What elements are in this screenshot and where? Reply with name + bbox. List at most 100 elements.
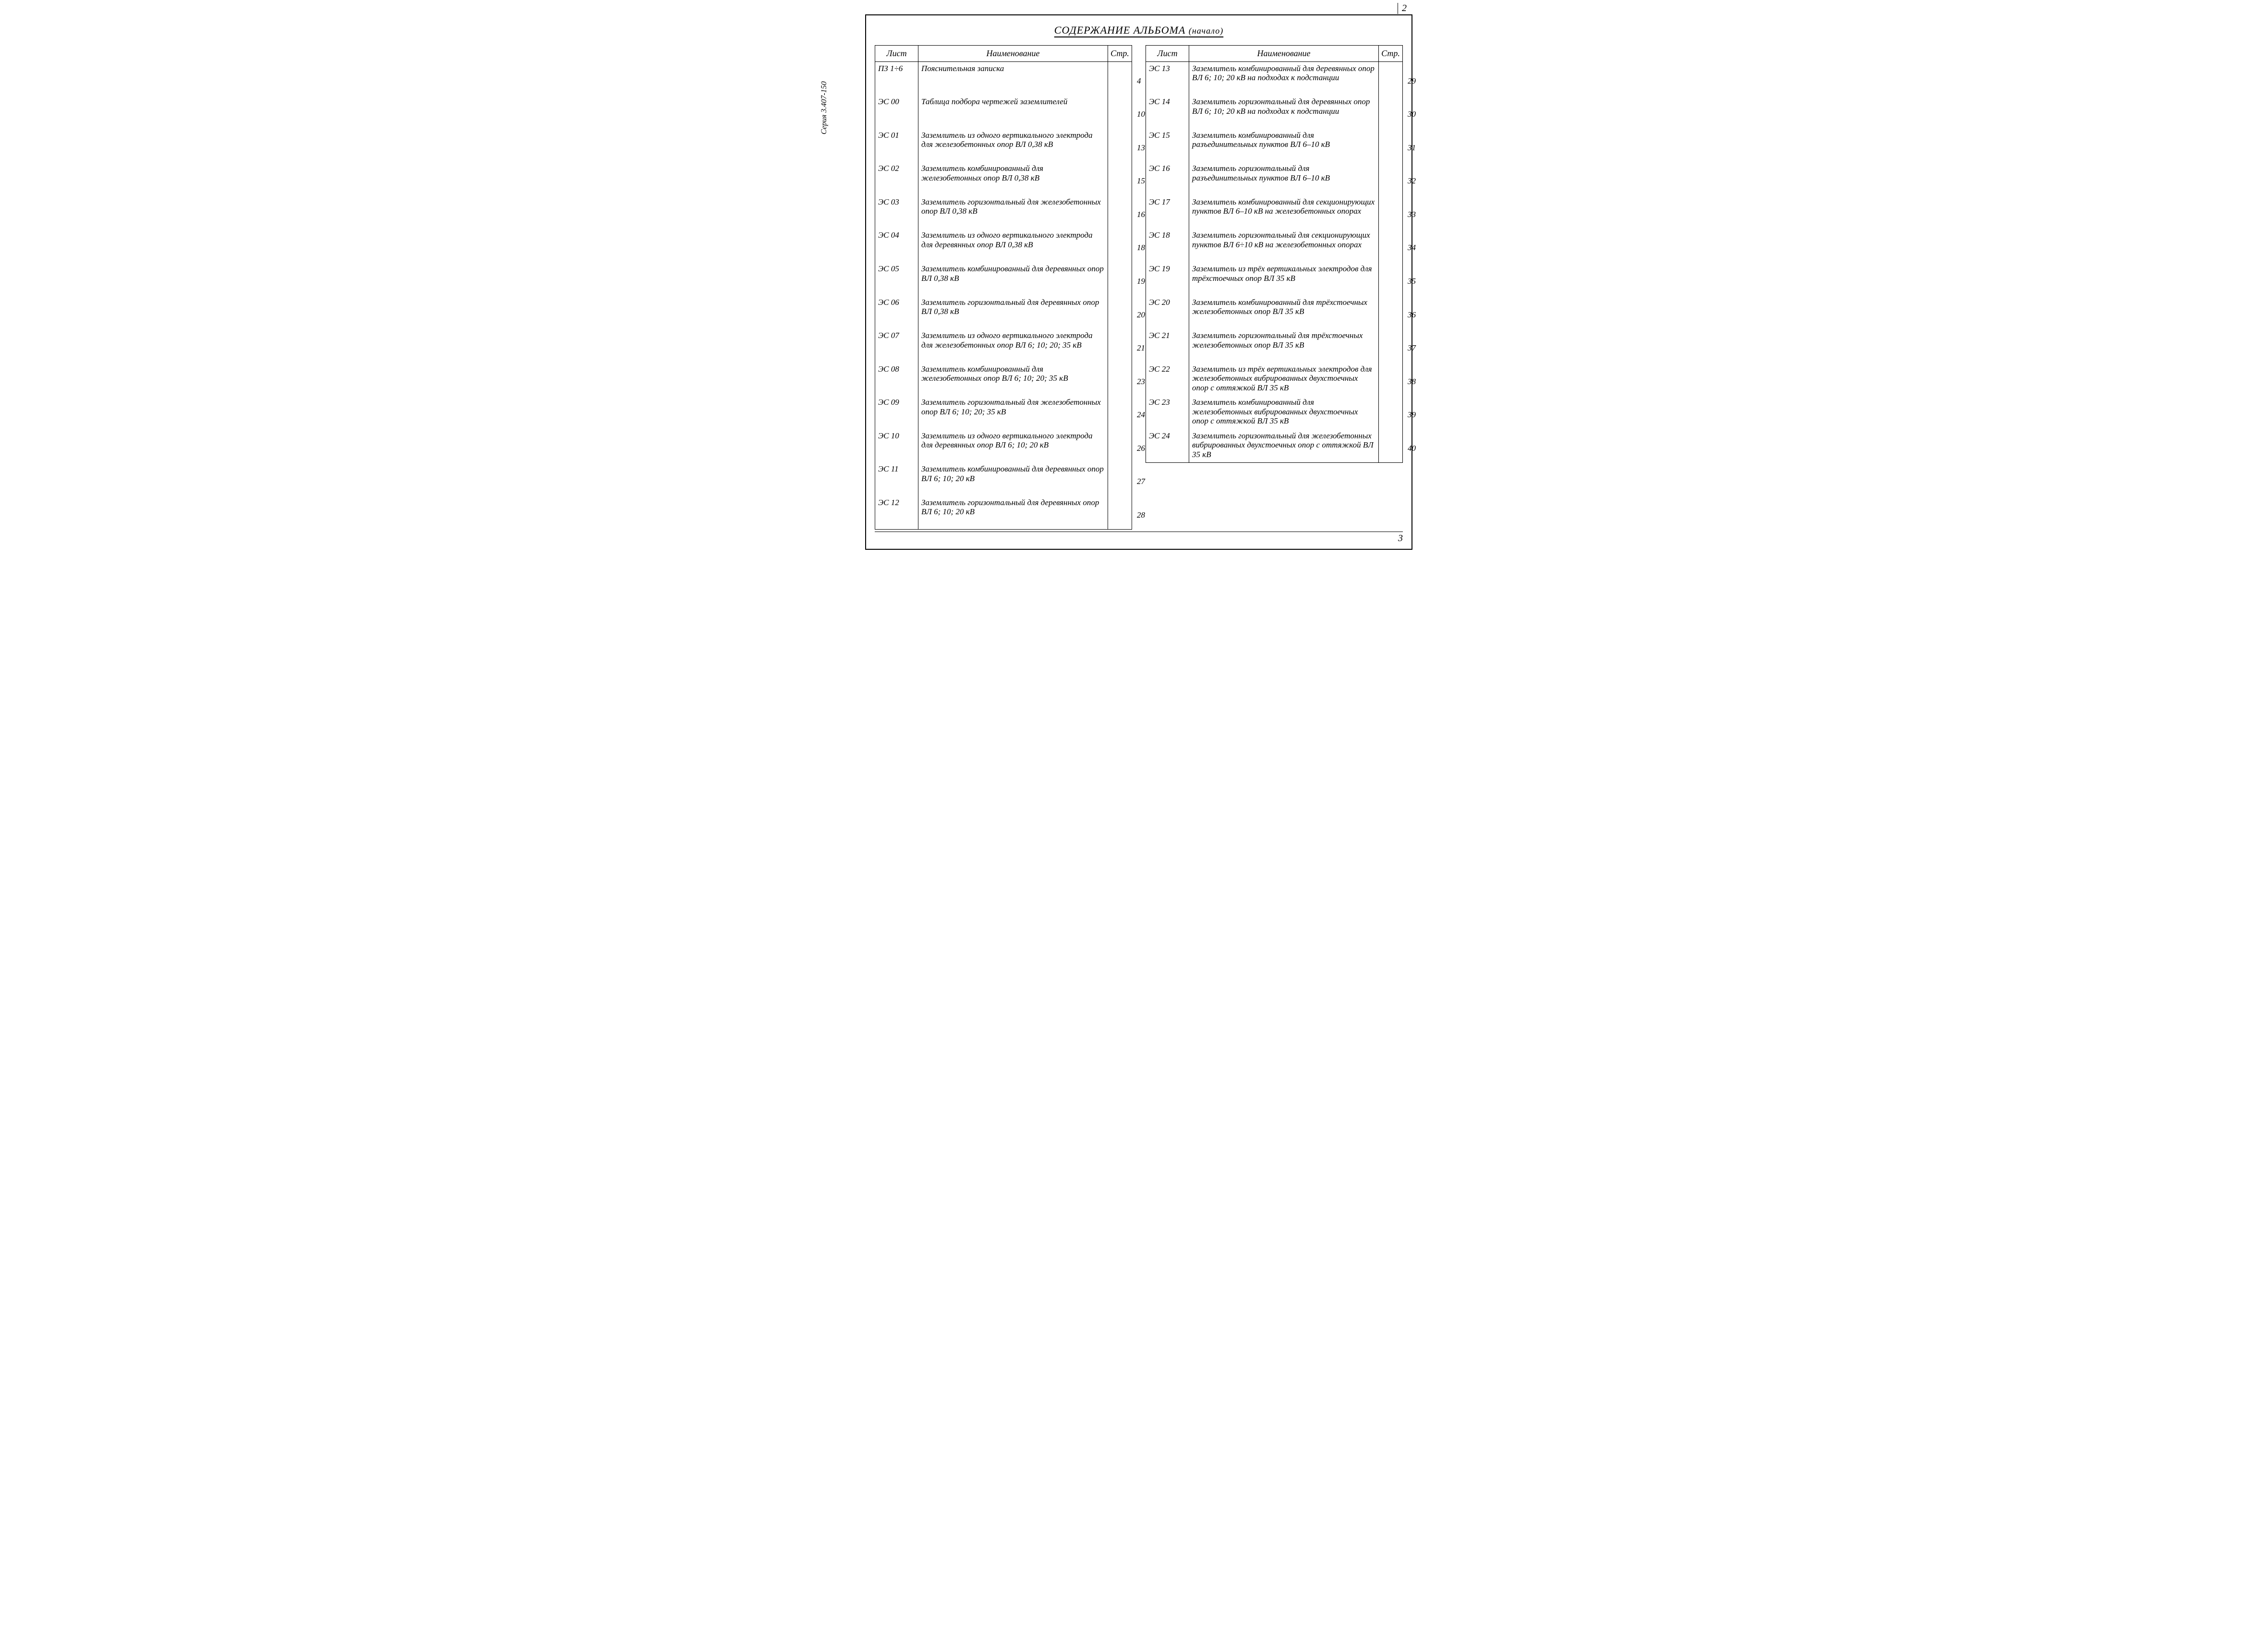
table-row: ЭС 18Заземлитель горизонтальный для секц… [1146,229,1403,262]
cell-name: Заземлитель комбинированный для деревянн… [918,262,1108,296]
cell-sheet: ЭС 11 [875,462,918,496]
table-row: ЭС 03Заземлитель горизонтальный для желе… [875,195,1132,229]
cell-name: Таблица подбора чертежей заземлителей [918,95,1108,129]
cell-name: Заземлитель горизонтальный для деревянны… [1189,95,1379,129]
cell-name: Заземлитель из трёх вертикальных электро… [1189,363,1379,396]
cell-page: 38 [1379,363,1403,396]
title-main: СОДЕРЖАНИЕ АЛЬБОМА [1054,24,1186,36]
cell-page: 36 [1379,296,1403,329]
table-row: ЭС 14Заземлитель горизонтальный для дере… [1146,95,1403,129]
cell-sheet: ЭС 07 [875,329,918,363]
cell-name: Заземлитель горизонтальный для железобет… [1189,429,1379,463]
cell-page: 39 [1379,396,1403,429]
cell-sheet: ЭС 24 [1146,429,1189,463]
table-row: ЭС 04Заземлитель из одного вертикального… [875,229,1132,262]
cell-sheet: ЭС 23 [1146,396,1189,429]
cell-sheet: ПЗ 1÷6 [875,61,918,95]
cell-page: 28 [1108,496,1132,530]
cell-name: Заземлитель горизонтальный для секционир… [1189,229,1379,262]
cell-page: 30 [1379,95,1403,129]
table-row: ЭС 02Заземлитель комбинированный для жел… [875,162,1132,195]
cell-name: Заземлитель комбинированный для разъедин… [1189,129,1379,162]
cell-sheet: ЭС 19 [1146,262,1189,296]
cell-page: 37 [1379,329,1403,363]
cell-page: 32 [1379,162,1403,195]
cell-sheet: ЭС 21 [1146,329,1189,363]
table-row: ЭС 22Заземлитель из трёх вертикальных эл… [1146,363,1403,396]
cell-page: 29 [1379,61,1403,95]
cell-page: 40 [1379,429,1403,463]
cell-sheet: ЭС 13 [1146,61,1189,95]
cell-name: Заземлитель из одного вертикального элек… [918,329,1108,363]
table-row: ЭС 01Заземлитель из одного вертикального… [875,129,1132,162]
cell-sheet: ЭС 12 [875,496,918,530]
table-row: ЭС 11Заземлитель комбинированный для дер… [875,462,1132,496]
cell-page: 4 [1108,61,1132,95]
cell-sheet: ЭС 06 [875,296,918,329]
toc-table-right: Лист Наименование Стр. ЭС 13Заземлитель … [1146,45,1403,463]
table-row: ЭС 10Заземлитель из одного вертикального… [875,429,1132,463]
cell-page: 21 [1108,329,1132,363]
table-row: ЭС 08Заземлитель комбинированный для жел… [875,363,1132,396]
cell-page: 16 [1108,195,1132,229]
cell-name: Заземлитель комбинированный для секциони… [1189,195,1379,229]
cell-sheet: ЭС 20 [1146,296,1189,329]
cell-name: Заземлитель из одного вертикального элек… [918,229,1108,262]
cell-sheet: ЭС 03 [875,195,918,229]
table-row: ЭС 07Заземлитель из одного вертикального… [875,329,1132,363]
table-row: ЭС 23Заземлитель комбинированный для жел… [1146,396,1403,429]
cell-page: 33 [1379,195,1403,229]
table-row: ЭС 20Заземлитель комбинированный для трё… [1146,296,1403,329]
cell-sheet: ЭС 16 [1146,162,1189,195]
cell-page: 18 [1108,229,1132,262]
table-row: ЭС 00Таблица подбора чертежей заземлител… [875,95,1132,129]
cell-sheet: ЭС 22 [1146,363,1189,396]
table-row: ПЗ 1÷6Пояснительная записка4 [875,61,1132,95]
cell-name: Заземлитель комбинированный для железобе… [918,162,1108,195]
table-row: ЭС 09Заземлитель горизонтальный для желе… [875,396,1132,429]
page-title: СОДЕРЖАНИЕ АЛЬБОМА (начало) [875,24,1403,36]
cell-page: 19 [1108,262,1132,296]
cell-name: Заземлитель горизонтальный для разъедини… [1189,162,1379,195]
cell-page: 35 [1379,262,1403,296]
table-row: ЭС 12Заземлитель горизонтальный для дере… [875,496,1132,530]
page-number-bottom: 3 [875,532,1403,544]
table-row: ЭС 19Заземлитель из трёх вертикальных эл… [1146,262,1403,296]
table-row: ЭС 05Заземлитель комбинированный для дер… [875,262,1132,296]
cell-name: Заземлитель из трёх вертикальных электро… [1189,262,1379,296]
cell-name: Заземлитель из одного вертикального элек… [918,429,1108,463]
cell-name: Пояснительная записка [918,61,1108,95]
table-row: ЭС 21Заземлитель горизонтальный для трёх… [1146,329,1403,363]
cell-sheet: ЭС 05 [875,262,918,296]
cell-name: Заземлитель комбинированный для деревянн… [918,462,1108,496]
cell-sheet: ЭС 10 [875,429,918,463]
cell-sheet: ЭС 00 [875,95,918,129]
table-row: ЭС 13Заземлитель комбинированный для дер… [1146,61,1403,95]
page-number-top: 2 [1398,3,1407,14]
cell-sheet: ЭС 15 [1146,129,1189,162]
cell-name: Заземлитель комбинированный для железобе… [918,363,1108,396]
title-note: (начало) [1189,26,1223,36]
cell-page: 34 [1379,229,1403,262]
col-name: Наименование [918,46,1108,62]
col-page: Стр. [1108,46,1132,62]
cell-name: Заземлитель горизонтальный для железобет… [918,396,1108,429]
cell-page: 15 [1108,162,1132,195]
table-row: ЭС 15Заземлитель комбинированный для раз… [1146,129,1403,162]
col-sheet: Лист [1146,46,1189,62]
cell-name: Заземлитель горизонтальный для деревянны… [918,496,1108,530]
cell-sheet: ЭС 17 [1146,195,1189,229]
table-header-row: Лист Наименование Стр. [875,46,1132,62]
series-label: Серия 3.407-150 [820,81,829,134]
cell-name: Заземлитель комбинированный для железобе… [1189,396,1379,429]
cell-sheet: ЭС 09 [875,396,918,429]
cell-sheet: ЭС 18 [1146,229,1189,262]
cell-page: 26 [1108,429,1132,463]
cell-page: 24 [1108,396,1132,429]
cell-sheet: ЭС 08 [875,363,918,396]
cell-name: Заземлитель горизонтальный для трёхстоеч… [1189,329,1379,363]
cell-page: 10 [1108,95,1132,129]
cell-page: 31 [1379,129,1403,162]
cell-name: Заземлитель комбинированный для деревянн… [1189,61,1379,95]
table-row: ЭС 17Заземлитель комбинированный для сек… [1146,195,1403,229]
